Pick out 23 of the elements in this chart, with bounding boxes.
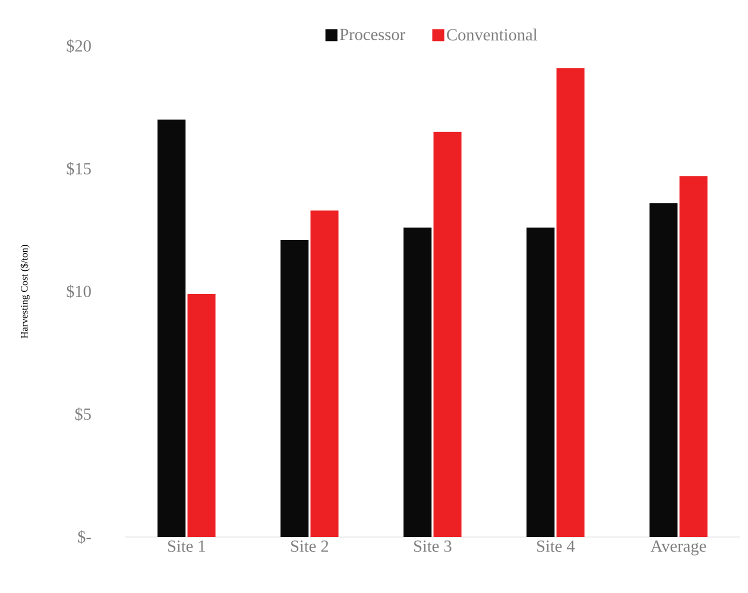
y-tick-label: $15 — [66, 162, 91, 176]
bar — [187, 294, 216, 537]
bar — [556, 68, 584, 537]
legend-label: Processor — [340, 28, 406, 40]
bar — [158, 120, 186, 537]
y-tick-label: $20 — [66, 39, 91, 53]
x-tick-label: Site 4 — [537, 540, 575, 552]
x-tick-label: Site 2 — [291, 540, 328, 552]
y-tick-label: $5 — [75, 407, 91, 422]
bar — [526, 228, 555, 537]
bar — [310, 210, 338, 537]
x-tick-label: Average — [650, 540, 706, 556]
legend-label: Conventional — [446, 28, 538, 40]
x-tick-label: Site 3 — [414, 540, 452, 552]
bar — [404, 228, 432, 537]
y-tick-label: $10 — [66, 284, 91, 298]
bar — [434, 132, 462, 537]
x-tick-label: Site 1 — [168, 540, 205, 552]
y-tick-label: $- — [78, 530, 91, 544]
bar — [280, 240, 309, 537]
bar — [680, 176, 708, 537]
y-axis-title: Harvesting Cost ($/ton) — [20, 244, 30, 338]
bar — [650, 203, 678, 537]
